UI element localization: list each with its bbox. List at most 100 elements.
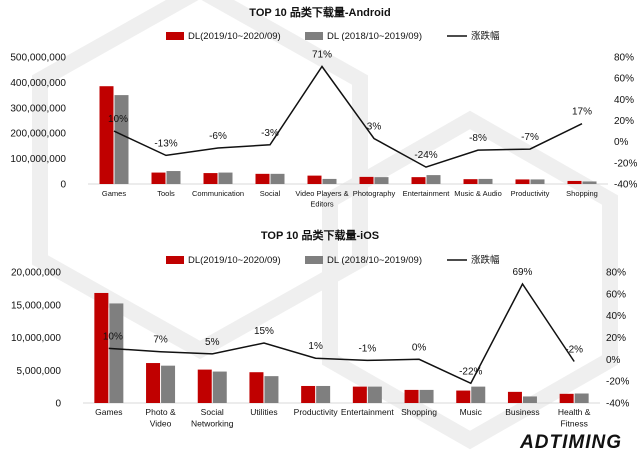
- y2-tick-label: 40%: [614, 95, 634, 106]
- y-tick-label: 200,000,000: [10, 129, 66, 140]
- legend-swatch-previous: [305, 256, 323, 264]
- x-category-label: Entertainment: [341, 407, 395, 417]
- bar-current: [249, 372, 264, 403]
- x-category-label: Music: [460, 407, 483, 417]
- x-category-label: Shopping: [566, 189, 598, 198]
- y2-tick-label: 20%: [606, 333, 626, 344]
- bar-previous: [212, 371, 227, 403]
- y2-tick-label: -20%: [614, 158, 637, 169]
- bar-current: [307, 175, 322, 184]
- y2-tick-label: 80%: [606, 268, 626, 279]
- y-tick-label: 0: [60, 180, 66, 191]
- y2-tick-label: -20%: [606, 377, 629, 388]
- change-data-label: -2%: [565, 345, 583, 356]
- y-tick-label: 400,000,000: [10, 78, 66, 89]
- y-tick-label: 5,000,000: [17, 366, 62, 377]
- bar-previous: [522, 396, 537, 403]
- x-category-label: Games: [95, 407, 122, 417]
- bar-previous: [374, 177, 389, 184]
- legend-swatch-current: [166, 32, 184, 40]
- x-category-label: Games: [102, 189, 126, 198]
- bar-previous: [109, 303, 124, 403]
- legend-swatch-current: [166, 256, 184, 264]
- change-data-label: 17%: [572, 107, 592, 118]
- y2-tick-label: 0%: [606, 355, 621, 366]
- legend-label-change: 涨跌幅: [471, 30, 500, 42]
- y2-tick-label: -40%: [614, 180, 637, 191]
- bar-current: [507, 391, 522, 403]
- bar-current: [99, 86, 114, 184]
- change-data-label: -6%: [209, 131, 227, 142]
- x-category-label: Tools: [157, 189, 175, 198]
- bar-previous: [270, 173, 285, 184]
- change-data-label: -8%: [469, 133, 487, 144]
- x-category-label: Communication: [192, 189, 244, 198]
- change-data-label: -13%: [154, 138, 177, 149]
- bar-current: [359, 176, 374, 184]
- y-tick-label: 20,000,000: [11, 268, 61, 279]
- android-chart: TOP 10 品类下载量-Android DL(2019/10~2020/09) D…: [10, 5, 637, 209]
- legend-label-previous: DL (2018/10~2019/09): [327, 255, 422, 266]
- change-data-label: 0%: [412, 342, 427, 353]
- bar-current: [94, 292, 109, 403]
- bar-current: [203, 173, 218, 184]
- change-data-label: 69%: [512, 267, 532, 278]
- bar-current: [352, 386, 367, 403]
- ios-chart: TOP 10 品类下载量-iOS DL(2019/10~2020/09) DL (2…: [11, 229, 630, 429]
- change-data-label: 71%: [312, 50, 332, 61]
- y2-tick-label: 60%: [606, 289, 626, 300]
- x-category-label: Social Networking: [191, 407, 234, 429]
- y2-tick-label: 40%: [606, 311, 626, 322]
- y-tick-label: 100,000,000: [10, 154, 66, 165]
- bar-current: [404, 389, 419, 403]
- change-data-label: 1%: [308, 341, 323, 352]
- adtiming-logo: ADTIMING: [520, 432, 622, 453]
- change-data-label: 15%: [254, 326, 274, 337]
- y2-tick-label: 20%: [614, 116, 634, 127]
- x-category-label: Music & Audio: [454, 189, 502, 198]
- x-category-label: Photography: [353, 189, 396, 198]
- bar-current: [146, 363, 161, 403]
- bar-previous: [582, 181, 597, 184]
- y2-tick-label: 80%: [614, 53, 634, 64]
- bar-previous: [166, 171, 181, 184]
- change-data-label: -1%: [358, 343, 376, 354]
- change-data-label: -3%: [261, 128, 279, 139]
- x-category-label: Social: [260, 189, 281, 198]
- change-data-label: 5%: [205, 337, 220, 348]
- change-line: [108, 282, 575, 385]
- change-data-label: 3%: [367, 121, 382, 132]
- bar-current: [515, 179, 530, 184]
- bar-previous: [264, 376, 279, 403]
- chart-title: TOP 10 品类下载量-iOS: [261, 229, 379, 242]
- bar-previous: [419, 389, 434, 403]
- change-data-label: -24%: [414, 150, 437, 161]
- bar-previous: [161, 365, 176, 403]
- change-data-label: 10%: [103, 331, 123, 342]
- bar-previous: [478, 178, 493, 184]
- y-tick-label: 500,000,000: [10, 53, 66, 64]
- bar-previous: [114, 95, 129, 184]
- y2-tick-label: 60%: [614, 74, 634, 85]
- bar-previous: [426, 175, 441, 184]
- y-tick-label: 300,000,000: [10, 103, 66, 114]
- change-data-label: -7%: [521, 132, 539, 143]
- chart-title: TOP 10 品类下载量-Android: [249, 5, 390, 19]
- bar-current: [301, 385, 316, 403]
- legend-label-change: 涨跌幅: [471, 254, 500, 266]
- x-category-label: Productivity: [511, 189, 550, 198]
- bar-current: [456, 390, 471, 403]
- x-category-label: Utilities: [250, 407, 277, 417]
- change-line: [113, 65, 583, 168]
- y-tick-label: 10,000,000: [11, 333, 61, 344]
- x-category-label: Entertainment: [403, 189, 451, 198]
- bar-previous: [367, 386, 382, 403]
- legend-swatch-previous: [305, 32, 323, 40]
- y2-tick-label: -40%: [606, 399, 629, 410]
- legend-label-previous: DL (2018/10~2019/09): [327, 31, 422, 42]
- x-category-label: Productivity: [294, 407, 339, 417]
- x-category-label: Health & Fitness: [558, 407, 591, 429]
- bar-current: [567, 180, 582, 184]
- x-category-label: Shopping: [401, 407, 437, 417]
